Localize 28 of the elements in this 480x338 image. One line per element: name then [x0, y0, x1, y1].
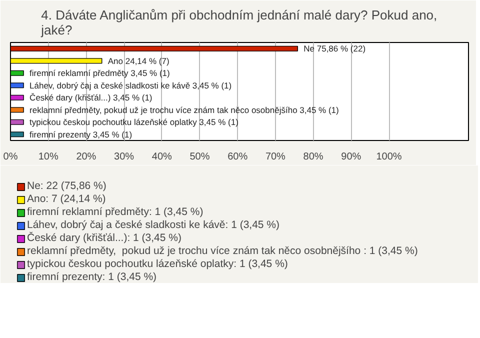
- legend-label: České dary (křišťál...): 1 (3,45 %): [27, 232, 182, 244]
- x-tick-label: 30%: [114, 152, 134, 162]
- x-tick-label: 80%: [303, 152, 324, 162]
- legend-label: typickou českou pochoutku lázeňské oplatky: 1 (3,45 %): [27, 258, 288, 270]
- x-tick-label: 50%: [190, 152, 210, 162]
- legend-label: Ano: 7 (24,14 %): [27, 193, 106, 205]
- legend-label: firemní prezenty: 1 (3,45 %): [27, 271, 157, 283]
- legend-label: Láhev, dobrý čaj a české sladkosti ke kávě: 1 (3,45 %): [27, 219, 280, 231]
- x-tick-label: 60%: [228, 152, 248, 162]
- data-label: Ne 75,86 % (22): [304, 44, 366, 54]
- x-tick-label: 10%: [38, 152, 58, 162]
- data-label: firemní prezenty 3,45 % (1): [30, 129, 132, 140]
- x-tick-label: 100%: [376, 152, 402, 162]
- legend-label: Ne: 22 (75,86 %): [27, 180, 106, 192]
- chart-title: 4. Dáváte Angličanům při obchodním jednání malé dary? Pokud ano, jaké?: [40, 8, 438, 38]
- data-label: typickou českou pochoutku lázeňské oplatky 3,45 % (1): [30, 117, 239, 128]
- x-tick-label: 40%: [152, 152, 172, 162]
- x-tick-label: 70%: [265, 152, 286, 162]
- legend-label: reklamní předměty, pokud už je trochu více znám tak něco osobnějšího : 1 (3,45 %): [27, 245, 418, 257]
- x-tick-label: 0%: [3, 152, 18, 162]
- data-label: České dary (křišťál...) 3,45 % (1): [30, 92, 152, 103]
- data-label: reklamní předměty, pokud už je trochu více znám tak něco osobnějšího 3,45 % (1): [30, 104, 340, 115]
- data-label: Ano 24,14 % (7): [108, 56, 170, 66]
- data-label: Láhev, dobrý čaj a české sladkosti ke kávě 3,45 % (1): [30, 80, 232, 90]
- data-label: firemní reklamní předměty 3,45 % (1): [30, 68, 170, 78]
- legend-label: firemní reklamní předměty: 1 (3,45 %): [27, 206, 204, 218]
- x-tick-label: 90%: [341, 152, 362, 162]
- x-tick-label: 20%: [76, 152, 96, 162]
